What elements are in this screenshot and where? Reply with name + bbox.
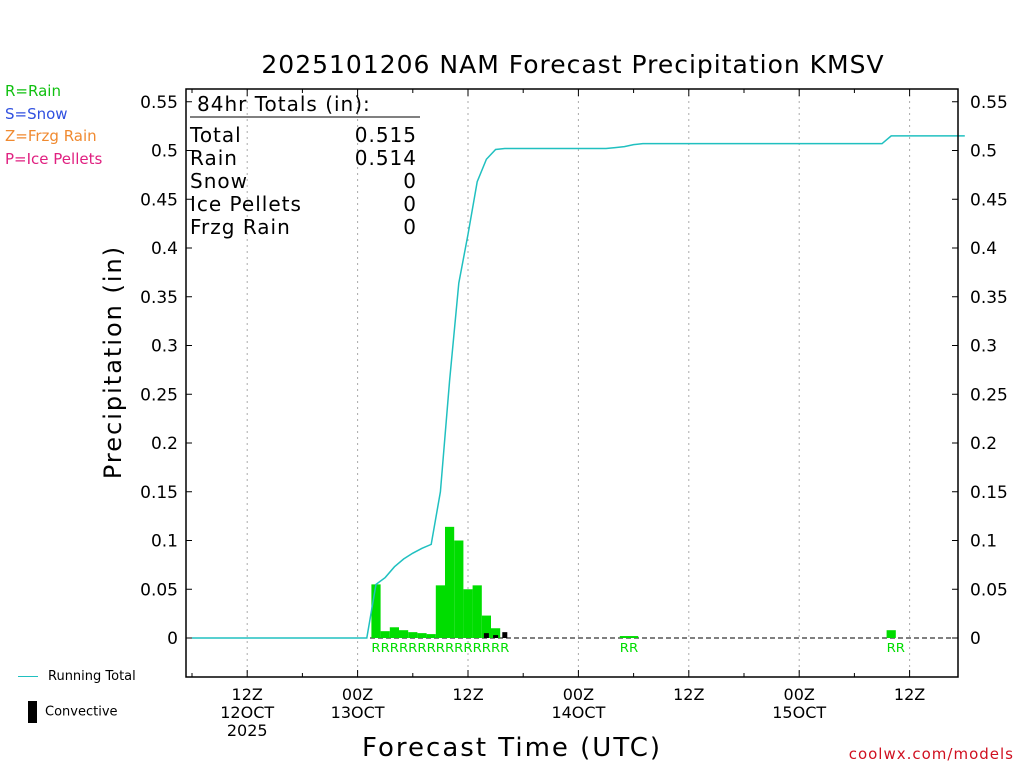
y-tick-label-left: 0.1 bbox=[151, 532, 178, 552]
x-tick-label: 2025 bbox=[227, 721, 268, 740]
y-tick-label-right: 0.5 bbox=[970, 142, 997, 162]
type-marker: RRRRRRRRRRRRRRR bbox=[371, 641, 509, 655]
type-marker: RR bbox=[887, 641, 905, 655]
rain-bar bbox=[399, 630, 409, 638]
totals-row-label: Total bbox=[189, 123, 242, 147]
credit-link[interactable]: coolwx.com/models bbox=[848, 745, 1014, 763]
y-tick-label-right: 0.1 bbox=[970, 532, 997, 552]
line-layer bbox=[192, 135, 965, 639]
rain-bar bbox=[886, 630, 896, 638]
totals-row-value: 0.514 bbox=[355, 146, 417, 170]
y-tick-label-left: 0.25 bbox=[140, 385, 178, 405]
bars-layer bbox=[371, 526, 896, 638]
y-tick-label-right: 0.35 bbox=[970, 288, 1008, 308]
page-title: 2025101206 NAM Forecast Precipitation KM… bbox=[261, 50, 885, 79]
rain-bar bbox=[454, 540, 464, 638]
totals-row-value: 0.515 bbox=[355, 123, 417, 147]
convective-bar bbox=[493, 635, 499, 638]
y-tick-label-left: 0.5 bbox=[151, 142, 178, 162]
rain-bar bbox=[619, 636, 629, 638]
y-tick-label-right: 0.05 bbox=[970, 580, 1008, 600]
totals-box: 84hr Totals (in): Total 0.515 Rain 0.514 Snow… bbox=[189, 92, 420, 239]
rain-bar bbox=[445, 526, 455, 638]
axes-layer: 0 00.05 0.050.1 0.10.15 0.150.2 0.20.25 0.250.… bbox=[140, 88, 1008, 740]
y-tick-label-right: 0.4 bbox=[970, 239, 997, 259]
x-tick-label: 13OCT bbox=[331, 703, 385, 722]
convective-bar bbox=[483, 633, 489, 638]
x-tick-label: 12Z bbox=[894, 685, 925, 704]
legend-ice-pellets: P=Ice Pellets bbox=[5, 149, 103, 168]
rain-bar bbox=[380, 631, 390, 638]
rain-bar bbox=[463, 589, 473, 638]
y-tick-label-right: 0.3 bbox=[970, 337, 997, 357]
running-total-legend-label: Running Total bbox=[48, 669, 136, 684]
rain-bar bbox=[389, 627, 399, 638]
y-tick-label-right: 0.25 bbox=[970, 385, 1008, 405]
convective-legend-label: Convective bbox=[45, 704, 118, 720]
x-tick-label: 12Z bbox=[673, 685, 704, 704]
grid-layer bbox=[186, 89, 958, 677]
totals-row-value: 0 bbox=[403, 215, 417, 239]
rain-bar bbox=[417, 633, 427, 638]
x-tick-label: 12Z bbox=[452, 685, 483, 704]
totals-row-label: Frzg Rain bbox=[190, 215, 291, 239]
rain-bar bbox=[629, 636, 639, 638]
precip-type-legend: R=Rain S=Snow Z=Frzg Rain P=Ice Pellets bbox=[5, 80, 102, 170]
running-total-line-icon bbox=[18, 676, 38, 677]
x-tick-label: 00Z bbox=[784, 685, 815, 704]
x-tick-label: 15OCT bbox=[772, 703, 826, 722]
x-tick-label: 14OCT bbox=[551, 703, 605, 722]
y-tick-label-left: 0.2 bbox=[151, 434, 178, 454]
legend-frzg-rain: Z=Frzg Rain bbox=[5, 127, 97, 145]
totals-row-value: 0 bbox=[403, 169, 417, 193]
x-axis-label: Forecast Time (UTC) bbox=[361, 733, 663, 763]
rain-bar bbox=[371, 584, 381, 638]
y-tick-label-left: 0.35 bbox=[140, 288, 178, 308]
rain-bar bbox=[426, 634, 436, 638]
rain-bar bbox=[435, 585, 445, 638]
plot-frame bbox=[185, 88, 959, 678]
rain-bar bbox=[408, 632, 418, 638]
y-axis-label: Precipitation (in) bbox=[99, 244, 127, 480]
rain-bar bbox=[472, 585, 482, 638]
y-tick-label-left: 0.05 bbox=[140, 580, 178, 600]
convective-legend: Convective bbox=[18, 701, 118, 723]
type-markers: RRRRRRRRRRRRRRR RR RR bbox=[371, 641, 905, 655]
totals-row-label: Snow bbox=[190, 169, 248, 193]
totals-row-label: Rain bbox=[190, 146, 238, 170]
y-tick-label-right: 0.45 bbox=[970, 190, 1008, 210]
totals-row-label: Ice Pellets bbox=[190, 192, 302, 216]
y-tick-label-left: 0.15 bbox=[140, 483, 178, 503]
y-tick-label-left: 0.4 bbox=[151, 239, 178, 259]
running-total-legend: Running Total bbox=[18, 669, 136, 684]
type-marker: RR bbox=[620, 641, 638, 655]
y-tick-label-left: 0.45 bbox=[140, 190, 178, 210]
x-tick-label: 00Z bbox=[563, 685, 594, 704]
y-tick-label-right: 0.55 bbox=[970, 93, 1008, 113]
legend-rain: R=Rain bbox=[5, 82, 61, 100]
legend-snow: S=Snow bbox=[5, 104, 68, 123]
y-tick-label-right: 0.2 bbox=[970, 434, 997, 454]
y-tick-label-left: 0 bbox=[167, 629, 178, 649]
rain-bar bbox=[491, 628, 501, 638]
convective-bar bbox=[502, 632, 508, 638]
x-tick-label: 00Z bbox=[342, 685, 373, 704]
rain-bar bbox=[481, 615, 491, 638]
running-total-line bbox=[192, 135, 965, 639]
y-tick-label-right: 0 bbox=[970, 629, 981, 649]
x-tick-label: 12Z bbox=[232, 685, 263, 704]
convective-box-icon bbox=[28, 701, 37, 723]
x-tick-label: 12OCT bbox=[220, 703, 274, 722]
y-tick-label-right: 0.15 bbox=[970, 483, 1008, 503]
totals-header: 84hr Totals (in): bbox=[197, 92, 371, 116]
y-tick-label-left: 0.3 bbox=[151, 337, 178, 357]
y-tick-label-left: 0.55 bbox=[140, 93, 178, 113]
totals-row-value: 0 bbox=[403, 192, 417, 216]
